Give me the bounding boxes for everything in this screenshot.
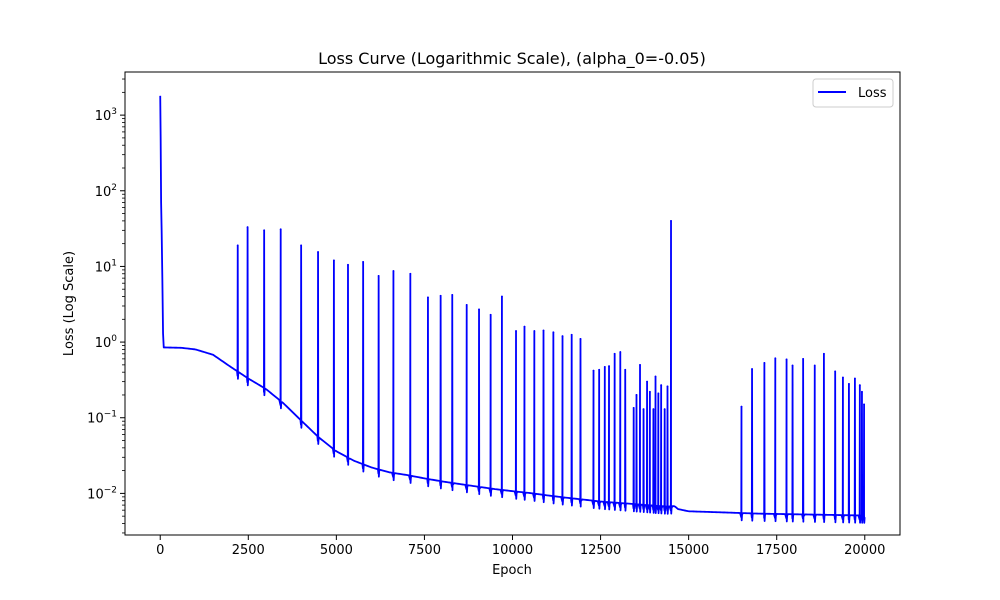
loss-spike-peak [409,272,412,275]
loss-spike-peak [613,352,616,355]
loss-spike-peak [654,375,657,378]
y-tick-label: 100 [95,334,118,351]
loss-spike-peak [552,331,555,334]
y-tick-label: 102 [95,183,117,200]
loss-spike-peak [579,338,582,340]
loss-spike-peak [523,325,526,328]
loss-spike-peak [848,383,850,385]
loss-spike-peak [635,394,638,396]
loss-spike-peak [451,294,454,296]
loss-spike-peak [362,260,365,263]
x-tick-label: 17500 [756,543,797,558]
loss-spike-peak [263,229,266,232]
loss-spike-peak [392,270,395,272]
loss-spike-peak [854,377,856,380]
y-tick-label: 101 [95,258,117,275]
loss-spike-peak [439,294,442,297]
legend: Loss [812,78,894,108]
loss-spike-peak [642,408,645,411]
loss-spike-peak [608,365,610,368]
x-tick-label: 15000 [668,543,709,558]
loss-spike-peak [660,384,663,386]
loss-spike-peak [791,364,794,367]
loss-spike-peak [763,362,766,364]
loss-spike-peak [863,403,865,406]
loss-spike-peak [333,259,335,262]
loss-spike-peak [478,308,480,311]
loss-spike-peak [561,335,564,337]
loss-spike-peak [533,330,536,332]
loss-spike-peak [603,365,606,368]
loss-series-line [159,95,866,524]
legend-box [812,78,894,108]
loss-spike-peak [663,408,666,411]
loss-spike-peak [246,226,249,229]
loss-spike-peak [515,330,517,332]
x-tick-label: 2500 [232,543,265,558]
y-tick-label: 10−1 [87,410,117,427]
loss-spike-peak [639,363,641,366]
loss-spike-peak [279,228,282,231]
y-tick-label: 10−2 [87,485,117,502]
loss-spike-peak [666,385,669,388]
y-tick-label: 103 [95,107,117,124]
loss-spike-peak [740,405,743,408]
loss-spike-peak [347,263,349,266]
loss-spike-peak [427,296,429,299]
loss-spike-peak [823,352,825,355]
loss-spike-peak [813,364,816,367]
loss-spike-peak [652,408,655,411]
loss-spike-peak [648,390,651,393]
loss-spike-peak [592,369,595,372]
x-tick-label: 10000 [492,543,533,558]
x-tick-label: 7500 [408,543,441,558]
x-tick-label: 20000 [844,543,885,558]
loss-spike-peak [377,274,380,277]
plot-area [159,95,866,524]
loss-spike-peak [619,351,622,353]
loss-spike-peak [236,244,239,247]
loss-spike-peak [570,333,573,336]
loss-spike-peak [624,368,627,371]
x-tick-label: 5000 [320,543,353,558]
loss-spike-peak [465,304,468,306]
loss-spike-peak [489,313,492,316]
loss-spike-peak [802,357,805,360]
loss-spike-peak [858,384,861,386]
loss-spike-peak [317,251,319,253]
loss-spike-peak [785,358,788,361]
loss-spike-peak [598,368,601,371]
y-axis: 10−2 10−1 100 101 102 103 [87,78,125,534]
loss-spike-peak [861,390,863,393]
loss-spike-peak [542,329,545,332]
loss-spike-peak [632,406,635,409]
y-axis-label: Loss (Log Scale) [62,251,77,356]
loss-spike-peak [646,380,648,383]
legend-label-loss: Loss [858,86,887,101]
x-axis: 0 2500 5000 7500 10000 12500 15000 17500 20000 [156,535,885,558]
x-tick-label: 0 [156,543,164,558]
loss-spike-peak [657,392,660,395]
loss-spike-peak [501,295,503,298]
x-axis-label: Epoch [492,563,532,578]
x-tick-label: 12500 [580,543,621,558]
loss-spike-peak [842,376,844,379]
loss-spike-peak [834,370,837,373]
loss-spike-peak [774,357,777,360]
loss-spike-peak [670,219,672,222]
chart-title: Loss Curve (Logarithmic Scale), (alpha_0… [318,49,706,69]
loss-spike-peak [300,244,303,247]
loss-spike-peak [751,368,753,370]
